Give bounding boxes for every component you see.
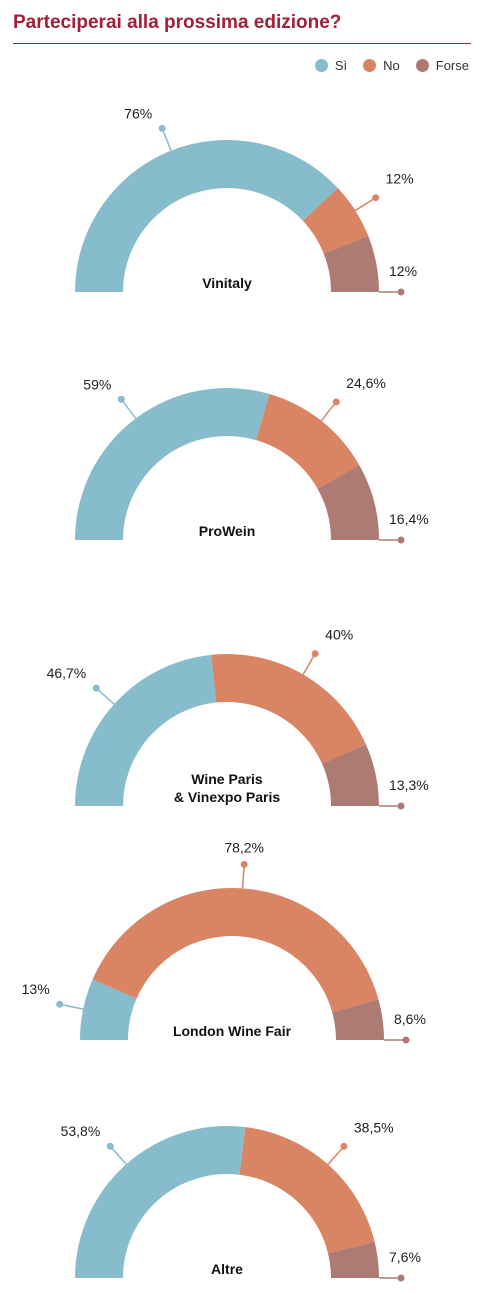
chart-name-5: Altre <box>211 1261 243 1277</box>
value-label-si-chart-3: 46,7% <box>47 665 87 681</box>
value-label-forse-chart-3: 13,3% <box>389 777 429 793</box>
chart-name-line-1-1: Vinitaly <box>202 275 252 291</box>
chart-name-line-3-2: & Vinexpo Paris <box>174 789 281 805</box>
chart-name-2: ProWein <box>199 523 256 539</box>
chart-name-4: London Wine Fair <box>173 1023 292 1039</box>
legend-label-si: Sì <box>334 58 348 73</box>
leader-dot-no-chart-1 <box>372 194 380 202</box>
chart-name-line-3-1: Wine Paris <box>191 771 263 787</box>
leader-dot-forse-chart-5 <box>397 1274 405 1282</box>
value-label-si-chart-4: 13% <box>22 981 50 997</box>
leader-dot-forse-chart-2 <box>397 536 405 544</box>
leader-dot-forse-chart-1 <box>397 288 405 296</box>
value-label-no-chart-2: 24,6% <box>346 375 386 391</box>
leader-no-chart-1 <box>354 197 377 212</box>
arc-forse-chart-3 <box>322 744 379 806</box>
legend-item-no: No <box>363 58 400 73</box>
legend: Sì No Forse <box>314 58 469 73</box>
leader-si-chart-5 <box>109 1145 127 1165</box>
leader-dot-si-chart-4 <box>56 1000 64 1008</box>
arc-forse-chart-4 <box>332 999 384 1040</box>
legend-swatch-si <box>314 59 328 72</box>
arc-si-chart-1 <box>75 140 338 292</box>
value-label-no-chart-5: 38,5% <box>354 1119 394 1135</box>
leader-dot-si-chart-5 <box>106 1142 114 1150</box>
leader-si-chart-1 <box>161 128 172 151</box>
leader-dot-si-chart-3 <box>92 684 100 692</box>
value-label-no-chart-3: 40% <box>325 627 353 643</box>
arc-no-chart-2 <box>256 394 360 489</box>
leader-dot-si-chart-1 <box>158 124 166 132</box>
value-label-si-chart-2: 59% <box>83 376 111 392</box>
arc-no-chart-4 <box>92 887 379 1013</box>
value-label-forse-chart-5: 7,6% <box>389 1249 421 1265</box>
chart-name-line-2-1: ProWein <box>199 523 256 539</box>
chart-name-3: Wine Paris & Vinexpo Paris <box>174 771 281 805</box>
arc-forse-chart-5 <box>328 1242 379 1278</box>
legend-item-si: Sì <box>314 58 348 73</box>
chart-name-line-4-1: London Wine Fair <box>173 1023 292 1039</box>
arc-si-chart-5 <box>75 1126 246 1278</box>
legend-swatch-no <box>363 59 377 72</box>
arc-no-chart-1 <box>302 187 369 254</box>
chart-title: Parteciperai alla prossima edizione? <box>13 12 342 33</box>
leader-dot-forse-chart-4 <box>402 1036 410 1044</box>
arc-no-chart-3 <box>211 654 366 764</box>
value-label-si-chart-1: 76% <box>124 105 152 121</box>
leader-dot-forse-chart-3 <box>397 802 405 810</box>
leader-no-chart-4 <box>241 864 245 889</box>
arc-no-chart-5 <box>239 1127 375 1254</box>
leader-dot-no-chart-5 <box>340 1142 348 1150</box>
leader-si-chart-2 <box>120 398 137 419</box>
leader-no-chart-3 <box>302 653 316 675</box>
title-rule <box>13 43 471 44</box>
arc-si-chart-3 <box>75 654 217 806</box>
arc-si-chart-2 <box>75 387 270 540</box>
leader-dot-no-chart-2 <box>332 398 340 406</box>
leader-si-chart-3 <box>95 687 115 705</box>
value-label-forse-chart-4: 8,6% <box>394 1011 426 1027</box>
arc-forse-chart-2 <box>317 465 379 540</box>
arc-forse-chart-1 <box>323 236 379 292</box>
value-label-si-chart-5: 53,8% <box>61 1123 101 1139</box>
leader-dot-si-chart-2 <box>117 395 125 403</box>
leader-no-chart-2 <box>320 401 337 422</box>
legend-label-no: No <box>383 58 400 73</box>
arc-si-chart-4 <box>80 979 137 1040</box>
value-label-no-chart-4: 78,2% <box>224 839 264 855</box>
value-label-no-chart-1: 12% <box>386 171 414 187</box>
leader-dot-no-chart-3 <box>311 650 319 658</box>
value-label-forse-chart-1: 12% <box>389 263 417 279</box>
value-label-forse-chart-2: 16,4% <box>389 511 429 527</box>
legend-item-forse: Forse <box>415 58 469 73</box>
chart-name-1: Vinitaly <box>202 275 252 291</box>
leader-no-chart-5 <box>327 1145 345 1165</box>
chart-name-line-5-1: Altre <box>211 1261 243 1277</box>
legend-label-forse: Forse <box>435 58 469 73</box>
leader-dot-no-chart-4 <box>240 860 248 868</box>
leader-si-chart-4 <box>59 1003 84 1010</box>
legend-swatch-forse <box>415 59 429 72</box>
